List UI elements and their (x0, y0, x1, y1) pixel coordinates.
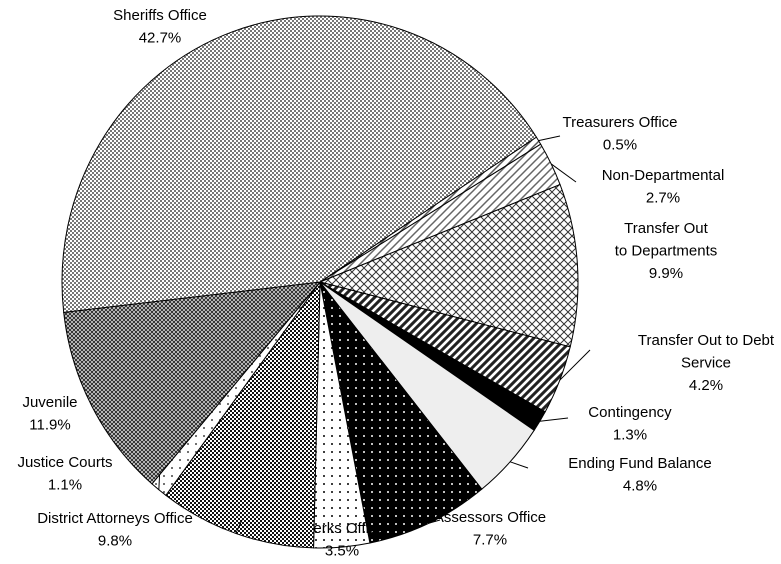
slice-label: Transfer Out to Departments (615, 220, 718, 260)
pie-slice (63, 281, 322, 485)
slice-label: Clerks Office (299, 520, 385, 537)
slice-label: Treasurers Office (562, 114, 677, 131)
leader-line (428, 519, 441, 524)
slice-value-label: 2.7% (646, 190, 680, 207)
slice-value-label: 0.5% (603, 137, 637, 154)
slice-value-label: 4.8% (623, 478, 657, 495)
slice-value-label: 1.1% (48, 477, 82, 494)
slice-label: Ending Fund Balance (568, 455, 711, 472)
leader-line (550, 163, 577, 183)
leader-line (538, 135, 561, 142)
slice-value-label: 7.7% (473, 532, 507, 549)
slice-label: District Attorneys Office (37, 510, 193, 527)
pie-slice (61, 15, 538, 313)
slice-value-label: 3.5% (325, 543, 359, 560)
slice-label: Assessors Office (434, 509, 546, 526)
slice-label: Contingency (588, 404, 672, 421)
slice-value-label: 1.3% (613, 427, 647, 444)
leader-line (559, 349, 591, 381)
slice-value-label: 11.9% (29, 417, 70, 434)
slice-value-label: 4.2% (689, 377, 723, 394)
slice-value-label: 42.7% (139, 30, 182, 47)
leader-line (539, 417, 569, 422)
slice-value-label: 9.8% (98, 533, 132, 550)
pie-slice (318, 183, 579, 348)
slice-label: Sheriffs Office (113, 7, 207, 24)
leader-line (235, 519, 243, 534)
slice-label: Non-Departmental (602, 167, 725, 184)
slice-value-label: 9.9% (649, 265, 683, 282)
slice-label: Transfer Out to Debt Service (638, 332, 775, 372)
slice-label: Juvenile (22, 394, 77, 411)
leader-line (509, 461, 529, 469)
slice-label: Justice Courts (17, 454, 112, 471)
